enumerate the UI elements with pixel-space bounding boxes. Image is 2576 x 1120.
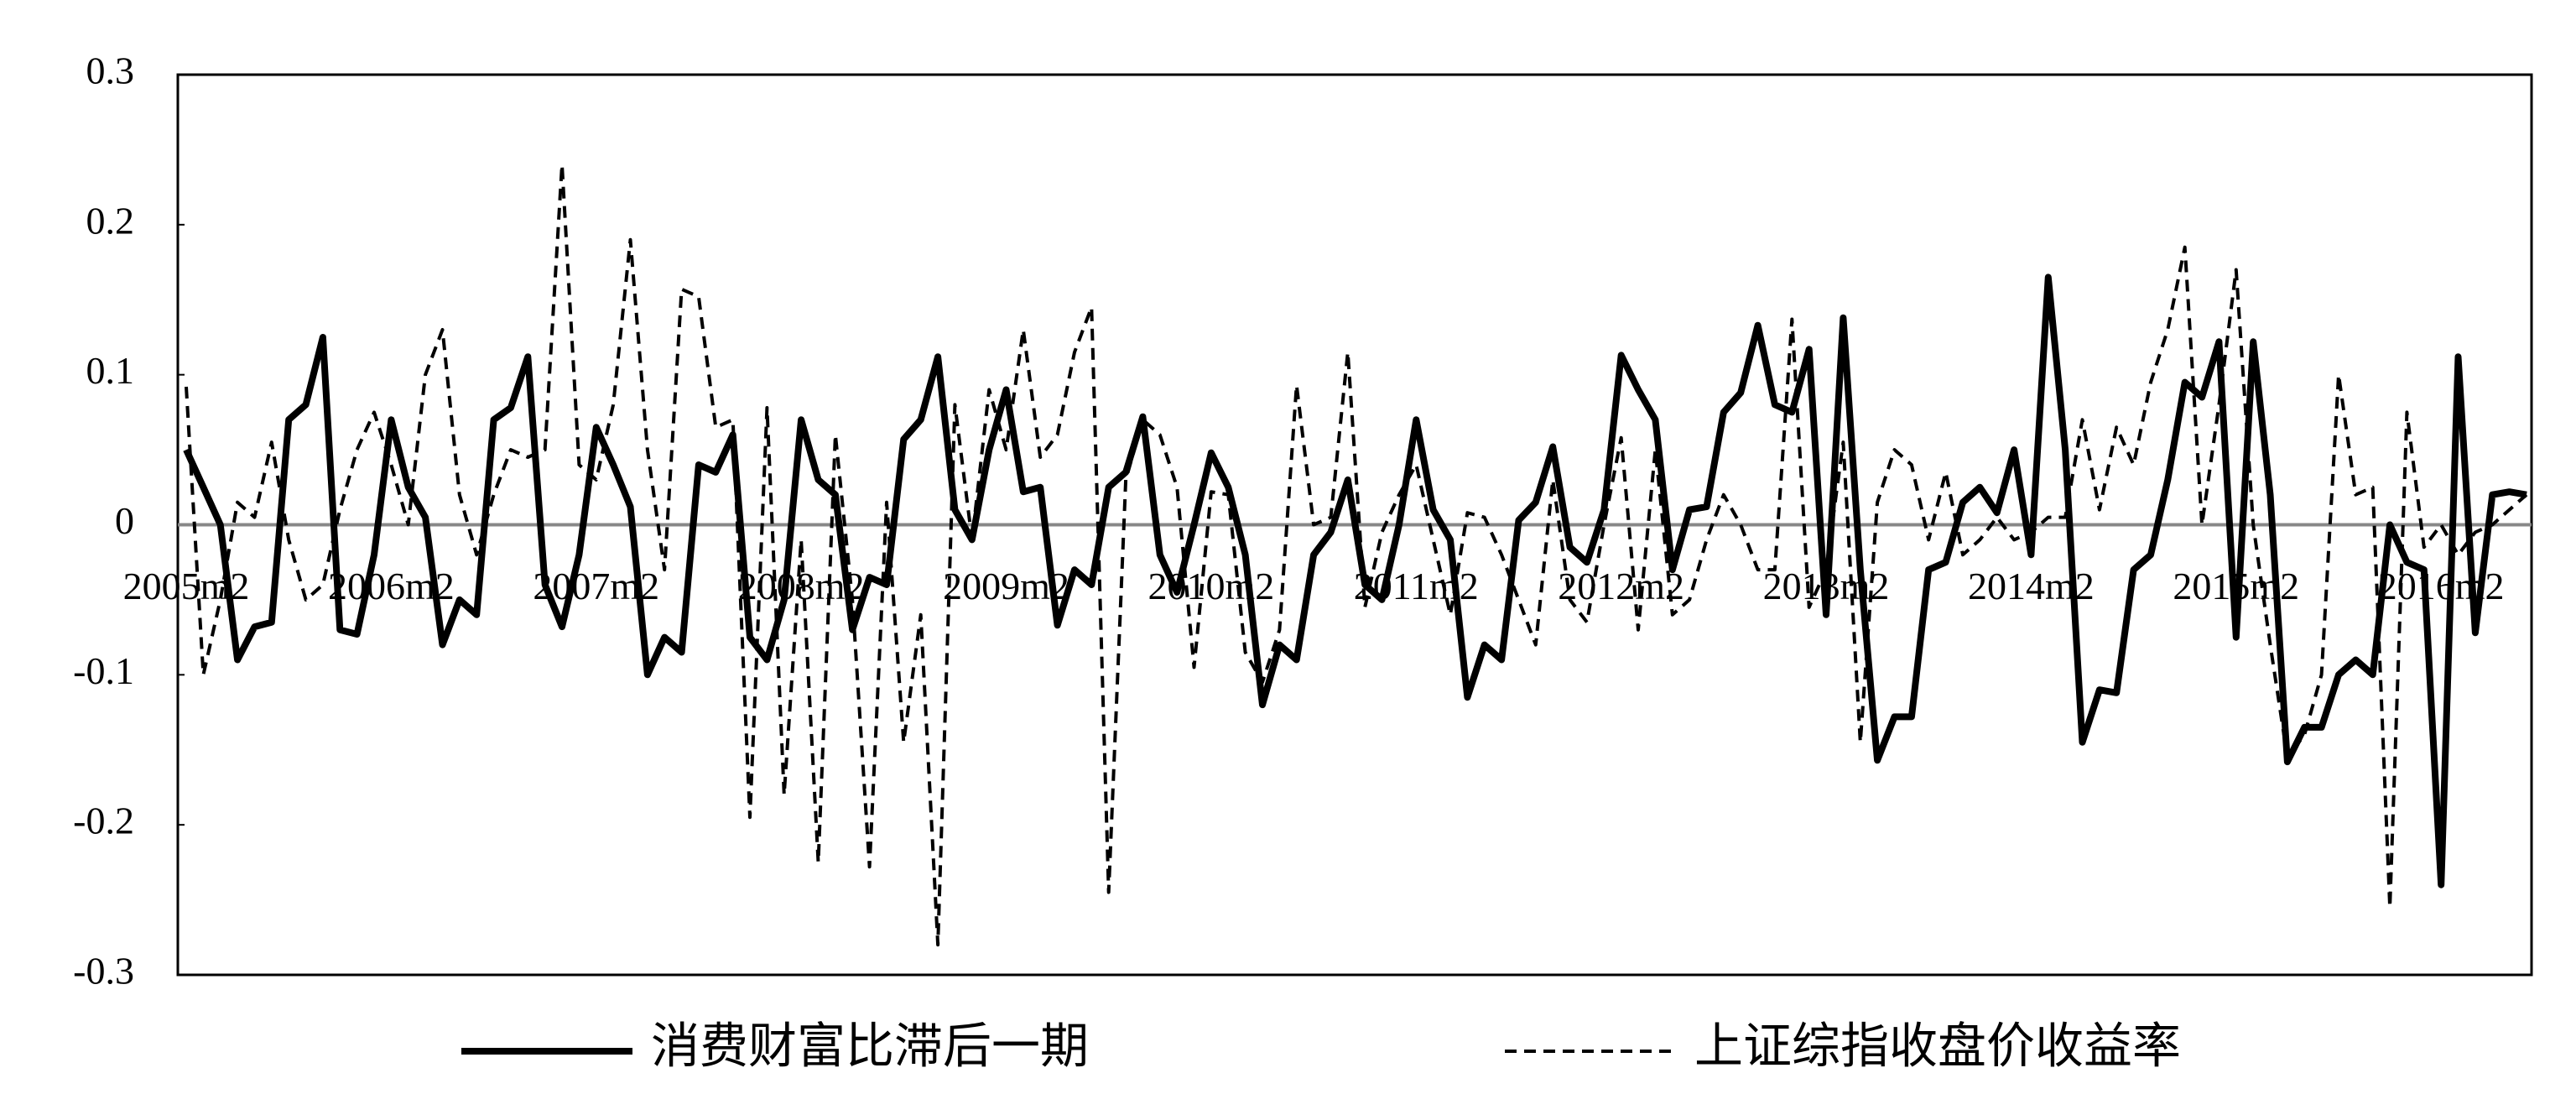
y-tick-label: 0.2: [86, 199, 135, 242]
legend-label: 消费财富比滞后一期: [651, 1018, 1089, 1073]
x-tick-label: 2012m2: [1558, 565, 1684, 607]
legend-label: 上证综指收盘价收益率: [1694, 1018, 2181, 1073]
y-tick-label: 0.1: [86, 349, 135, 392]
y-tick-label: 0.3: [86, 49, 135, 92]
series-line: [185, 163, 2528, 947]
y-tick-label: -0.1: [73, 649, 134, 692]
y-tick-label: 0: [115, 499, 134, 542]
y-tick-label: -0.2: [73, 800, 134, 842]
y-tick-label: -0.3: [73, 950, 134, 992]
series-line: [183, 273, 2527, 888]
